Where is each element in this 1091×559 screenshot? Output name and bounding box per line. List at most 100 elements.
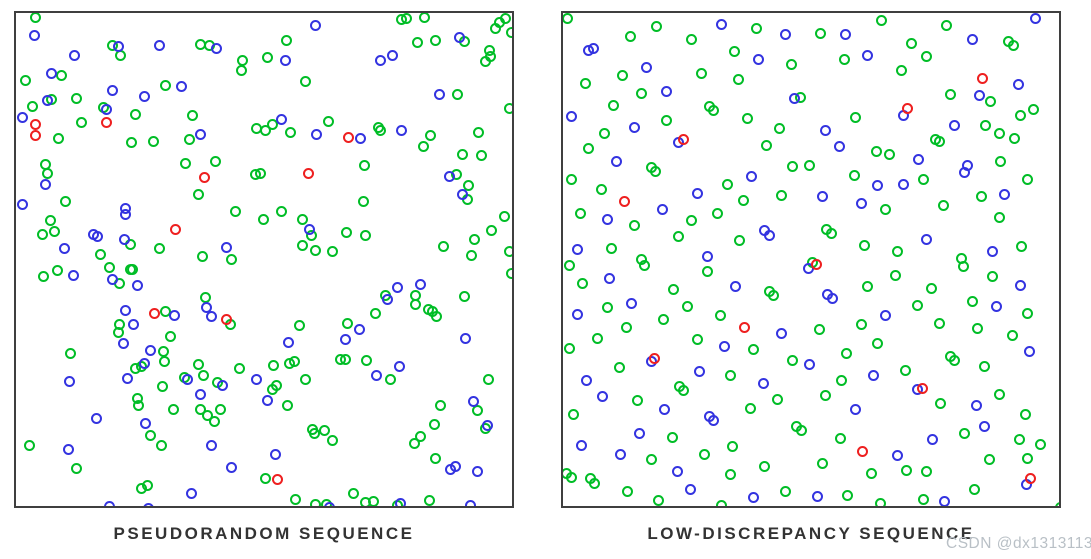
data-point-green xyxy=(499,13,511,24)
data-point-green xyxy=(883,148,895,160)
data-point-green xyxy=(503,245,512,257)
data-point-green xyxy=(574,207,586,219)
data-point-green xyxy=(582,142,594,154)
data-point-green xyxy=(698,448,710,460)
data-point-blue xyxy=(763,229,775,241)
data-point-red xyxy=(916,382,928,394)
data-point-green xyxy=(64,347,76,359)
data-point-green xyxy=(197,369,209,381)
data-point-blue xyxy=(16,198,28,210)
data-point-blue xyxy=(393,360,405,372)
data-point-blue xyxy=(926,433,938,445)
data-point-green xyxy=(1021,307,1033,319)
data-point-blue xyxy=(353,323,365,335)
data-point-green xyxy=(259,472,271,484)
data-point-green xyxy=(1014,109,1026,121)
data-point-green xyxy=(261,51,273,63)
data-point-green xyxy=(825,227,837,239)
data-point-blue xyxy=(718,340,730,352)
data-point-green xyxy=(874,497,886,506)
data-point-green xyxy=(994,155,1006,167)
data-point-green xyxy=(1054,501,1059,506)
data-point-green xyxy=(875,14,887,26)
data-point-red xyxy=(29,129,41,141)
data-point-green xyxy=(1034,438,1046,450)
data-point-green xyxy=(595,183,607,195)
data-point-blue xyxy=(443,170,455,182)
data-point-green xyxy=(209,155,221,167)
data-point-green xyxy=(254,167,266,179)
data-point-blue xyxy=(309,19,321,31)
data-point-green xyxy=(357,195,369,207)
data-point-green xyxy=(838,53,850,65)
data-point-blue xyxy=(374,54,386,66)
data-point-red xyxy=(342,131,354,143)
data-point-blue xyxy=(118,233,130,245)
data-point-green xyxy=(934,397,946,409)
data-point-blue xyxy=(279,54,291,66)
data-point-blue xyxy=(194,128,206,140)
data-point-red xyxy=(810,258,822,270)
data-point-green xyxy=(498,210,510,222)
data-point-blue xyxy=(127,318,139,330)
data-point-blue xyxy=(747,491,759,503)
data-point-green xyxy=(283,357,295,369)
data-point-red xyxy=(100,116,112,128)
data-point-red xyxy=(677,133,689,145)
data-point-green xyxy=(299,373,311,385)
data-point-green xyxy=(616,69,628,81)
data-point-blue xyxy=(144,344,156,356)
data-point-green xyxy=(358,159,370,171)
data-point-green xyxy=(775,189,787,201)
data-point-blue xyxy=(816,190,828,202)
data-point-red xyxy=(169,223,181,235)
data-point-green xyxy=(685,33,697,45)
data-point-green xyxy=(1006,329,1018,341)
data-point-green xyxy=(767,289,779,301)
data-point-green xyxy=(628,219,640,231)
data-point-red xyxy=(738,321,750,333)
data-point-green xyxy=(986,270,998,282)
data-point-red xyxy=(148,307,160,319)
data-point-green xyxy=(701,265,713,277)
data-point-blue xyxy=(775,327,787,339)
data-point-blue xyxy=(323,501,335,506)
data-point-green xyxy=(1015,240,1027,252)
data-point-blue xyxy=(168,309,180,321)
data-point-green xyxy=(458,290,470,302)
data-point-blue xyxy=(867,369,879,381)
data-point-blue xyxy=(194,388,206,400)
data-point-blue xyxy=(610,155,622,167)
data-point-blue xyxy=(90,412,102,424)
data-point-blue xyxy=(788,92,800,104)
data-point-blue xyxy=(395,124,407,136)
data-point-blue xyxy=(103,500,115,506)
panel-title-low-discrepancy: LOW-DISCREPANCY SEQUENCE xyxy=(647,524,975,543)
data-point-green xyxy=(341,317,353,329)
data-point-green xyxy=(409,298,421,310)
data-point-blue xyxy=(811,490,823,502)
data-point-blue xyxy=(658,403,670,415)
data-point-blue xyxy=(966,33,978,45)
data-point-green xyxy=(281,399,293,411)
data-point-green xyxy=(309,244,321,256)
data-point-green xyxy=(41,167,53,179)
data-point-blue xyxy=(45,67,57,79)
data-point-green xyxy=(895,64,907,76)
data-point-green xyxy=(889,269,901,281)
data-point-green xyxy=(462,179,474,191)
data-point-green xyxy=(505,267,512,279)
data-point-green xyxy=(971,322,983,334)
data-point-green xyxy=(430,310,442,322)
data-point-green xyxy=(479,55,491,67)
data-point-blue xyxy=(912,153,924,165)
data-point-blue xyxy=(261,394,273,406)
data-point-green xyxy=(112,326,124,338)
data-point-green xyxy=(235,64,247,76)
data-point-green xyxy=(979,119,991,131)
data-point-green xyxy=(369,307,381,319)
data-point-blue xyxy=(67,269,79,281)
data-point-green xyxy=(666,431,678,443)
data-point-blue xyxy=(220,241,232,253)
